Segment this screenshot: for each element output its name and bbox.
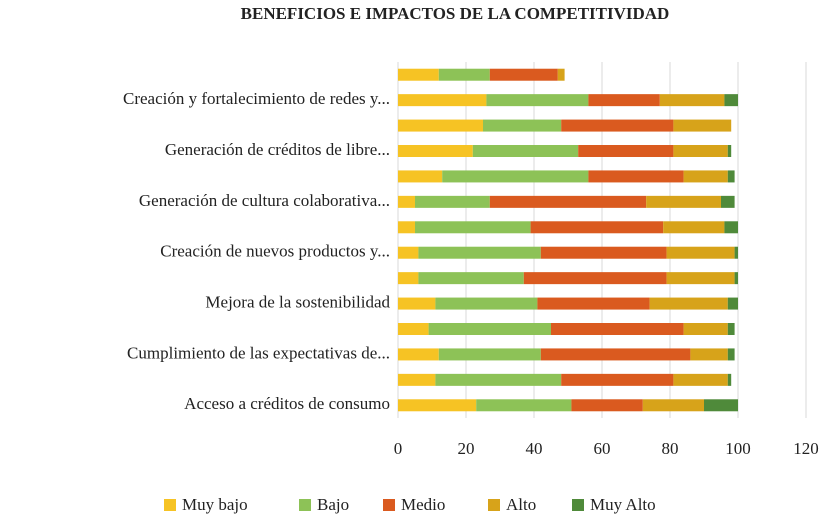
bar-segment	[683, 170, 728, 183]
bar-segment	[540, 348, 691, 361]
bar-segment	[435, 373, 562, 386]
bar-segment	[673, 119, 732, 132]
bar-segment	[727, 348, 735, 361]
x-tick-label: 120	[793, 439, 819, 458]
bar-segment	[398, 145, 473, 157]
x-tick-label: 60	[594, 439, 611, 458]
bar-segment	[540, 246, 667, 259]
bar-segment	[398, 323, 429, 335]
legend-label: Medio	[401, 495, 445, 514]
bar-segment	[530, 221, 664, 234]
bar-segment	[398, 348, 439, 361]
y-tick-label: Mejora de la sostenibilidad	[205, 292, 390, 311]
bar-segment	[690, 348, 728, 361]
bar-segment	[442, 170, 589, 183]
legend-label: Muy Alto	[590, 495, 656, 514]
bar-segment	[398, 119, 483, 132]
legend-swatch	[383, 499, 395, 511]
bar-segment	[398, 399, 477, 412]
legend-swatch	[164, 499, 176, 511]
bar-segment	[428, 323, 551, 335]
bar-segment	[666, 246, 735, 259]
y-tick-label: Acceso a créditos de consumo	[184, 394, 390, 413]
bar-segment	[666, 272, 735, 285]
y-tick-label: Generación de créditos de libre...	[165, 140, 390, 159]
bar-segment	[415, 195, 490, 208]
bar-segment	[588, 94, 660, 107]
bar-segment	[398, 68, 439, 81]
bar-segment	[398, 246, 419, 259]
bar-segment	[578, 145, 674, 157]
chart-title: BENEFICIOS E IMPACTOS DE LA COMPETITIVID…	[241, 4, 670, 23]
bar-segment	[415, 221, 531, 234]
bar-segment	[561, 373, 674, 386]
bar-segment	[557, 68, 565, 81]
bar-segment	[523, 272, 667, 285]
bar-segment	[438, 68, 490, 81]
bar-segment	[704, 399, 738, 412]
x-tick-label: 0	[394, 439, 403, 458]
bar-segment	[724, 94, 738, 107]
bar-segment	[646, 195, 721, 208]
bar-segment	[727, 297, 738, 310]
bar-segment	[561, 119, 674, 132]
bar-segment	[727, 323, 735, 335]
x-tick-label: 100	[725, 439, 751, 458]
bar-segment	[418, 246, 541, 259]
bar-segment	[571, 399, 643, 412]
bar-segment	[727, 145, 732, 157]
bar-segment	[537, 297, 650, 310]
bar-segment	[398, 94, 487, 107]
bar-segment	[476, 399, 572, 412]
bar-segment	[649, 297, 728, 310]
bar-segment	[727, 170, 735, 183]
legend-swatch	[572, 499, 584, 511]
bar-segment	[683, 323, 728, 335]
bar-segment	[663, 221, 725, 234]
bar-segment	[489, 195, 647, 208]
legend-swatch	[299, 499, 311, 511]
bar-segment	[724, 221, 738, 234]
bar-segment	[398, 373, 436, 386]
bar-segment	[398, 170, 443, 183]
bar-segment	[673, 373, 728, 386]
bar-segment	[642, 399, 704, 412]
y-tick-label: Creación de nuevos productos y...	[160, 242, 390, 261]
x-tick-label: 40	[526, 439, 543, 458]
bar-segment	[398, 221, 415, 234]
bar-segment	[435, 297, 538, 310]
bar-segment	[727, 373, 732, 386]
y-tick-label: Creación y fortalecimiento de redes y...	[123, 89, 390, 108]
bar-segment	[398, 297, 436, 310]
bar-segment	[486, 94, 589, 107]
bar-segment	[721, 195, 735, 208]
y-tick-label: Generación de cultura colaborativa...	[139, 191, 390, 210]
bar-segment	[659, 94, 725, 107]
bar-segment	[734, 246, 738, 259]
bar-segment	[398, 272, 419, 285]
bar-segment	[588, 170, 684, 183]
bar-segment	[551, 323, 684, 335]
bar-segment	[398, 195, 415, 208]
x-tick-label: 20	[458, 439, 475, 458]
bar-segment	[438, 348, 541, 361]
x-tick-label: 80	[662, 439, 679, 458]
y-tick-label: Cumplimiento de las expectativas de...	[127, 343, 390, 362]
bar-segment	[489, 68, 558, 81]
legend-label: Muy bajo	[182, 495, 248, 514]
legend-label: Alto	[506, 495, 536, 514]
bar-segment	[483, 119, 562, 132]
bar-segment	[472, 145, 579, 157]
bar-segment	[418, 272, 524, 285]
bar-segment	[734, 272, 738, 285]
bar-segment	[673, 145, 728, 157]
legend-label: Bajo	[317, 495, 349, 514]
legend-swatch	[488, 499, 500, 511]
